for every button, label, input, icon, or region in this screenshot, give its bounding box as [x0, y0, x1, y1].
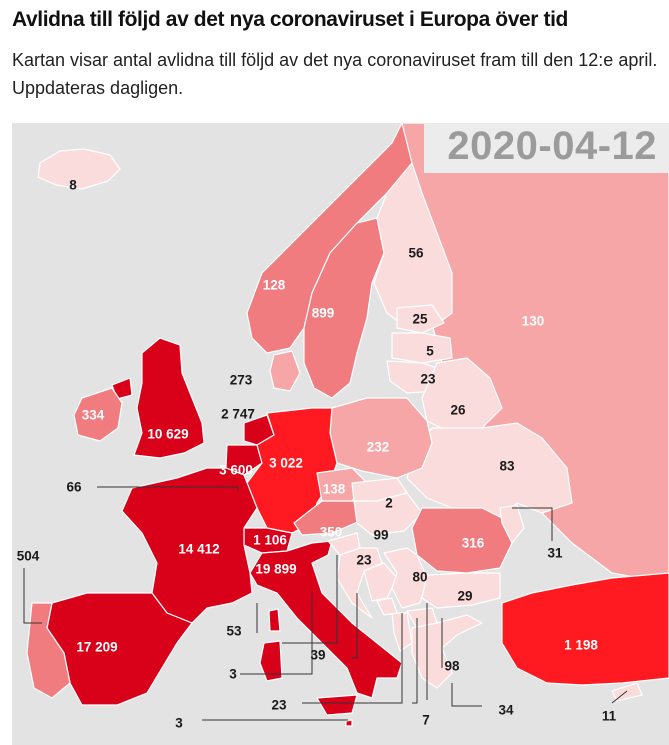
label-bosnia: 39: [310, 647, 326, 663]
label-netherlands: 2 747: [221, 406, 255, 422]
label-denmark: 273: [229, 372, 253, 388]
region-ireland: [73, 387, 123, 442]
label-ukraine: 83: [499, 458, 515, 474]
label-germany: 3 022: [269, 455, 303, 471]
region-cyprus: [611, 682, 643, 702]
leader-cyprus: [611, 690, 628, 704]
region-greece: [411, 614, 483, 689]
label-spain: 17 209: [76, 639, 118, 655]
region-portugal: [26, 602, 71, 699]
label-monaco: 53: [226, 623, 242, 639]
label-serbia: 80: [412, 569, 428, 585]
label-romania: 316: [461, 535, 485, 551]
leader-sanmarino: [240, 593, 313, 675]
region-corsica: [268, 608, 281, 632]
label-bulgaria: 29: [457, 588, 473, 604]
date-label: 2020-04-12: [447, 124, 657, 168]
label-belarus: 26: [450, 402, 466, 418]
leader-portugal: [23, 568, 42, 624]
label-greece: 98: [444, 658, 460, 674]
label-slovakia: 2: [385, 495, 393, 511]
region-italy: [249, 540, 403, 699]
label-northmacedonia: 34: [498, 702, 514, 718]
region-estonia: [396, 304, 445, 334]
label-albania: 23: [271, 697, 287, 713]
leader-northmacedonia: [412, 618, 418, 704]
region-hungary: [353, 492, 423, 536]
europe-map: 2020-04-12 8 56 128 899 130 25 5 23 2 7 3 …: [12, 123, 669, 745]
leader-slovenia: [282, 555, 338, 644]
label-cyprus: 11: [601, 708, 617, 724]
label-sanmarino: 3: [229, 666, 237, 682]
map-svg: [23, 123, 669, 727]
region-bosnia: [363, 562, 398, 602]
region-sweden: [303, 217, 385, 399]
label-lithuania: 23: [420, 371, 436, 387]
region-poland: [329, 397, 433, 479]
date-box: 2020-04-12: [424, 123, 669, 173]
label-ireland: 334: [81, 407, 105, 423]
label-finland: 56: [408, 245, 424, 261]
label-luxembourg: 66: [66, 479, 82, 495]
label-uk: 10 629: [147, 426, 189, 442]
region-sicily: [316, 694, 358, 716]
region-denmark: [269, 350, 301, 392]
label-italy: 19 899: [255, 561, 297, 577]
region-serbia: [383, 547, 428, 609]
label-sweden: 899: [311, 305, 335, 321]
label-turkey: 1 198: [564, 637, 598, 653]
label-estonia: 25: [412, 311, 428, 327]
leader-albania: [302, 613, 403, 704]
label-montenegro: 7: [422, 712, 430, 728]
label-russia: 130: [521, 313, 545, 329]
label-portugal: 504: [16, 548, 40, 564]
label-belgium: 3 600: [219, 462, 253, 478]
region-iceland: [37, 148, 121, 190]
region-ukraine: [406, 422, 573, 519]
region-france: [121, 467, 258, 624]
map-subtitle: Kartan visar antal avlidna till följd av…: [12, 50, 658, 98]
region-malta: [345, 719, 353, 727]
region-uk: [133, 337, 205, 459]
region-latvia: [391, 332, 453, 364]
region-moldova: [499, 504, 525, 544]
region-sardinia: [259, 640, 283, 682]
leader-moldova: [512, 507, 553, 541]
label-norway: 128: [262, 277, 286, 293]
region-romania: [411, 507, 513, 574]
label-czechia: 138: [322, 481, 346, 497]
label-hungary: 99: [373, 527, 389, 543]
label-poland: 232: [366, 439, 390, 455]
label-malta: 3: [175, 715, 183, 731]
label-croatia: 23: [356, 552, 372, 568]
leader-luxembourg: [97, 486, 239, 491]
region-turkey: [501, 572, 669, 686]
region-croatia: [336, 547, 383, 619]
label-switzerland: 1 106: [253, 532, 287, 548]
label-latvia: 5: [426, 343, 434, 359]
leader-greece-a: [451, 683, 482, 707]
label-france: 14 412: [178, 541, 220, 557]
label-iceland: 8: [69, 177, 77, 193]
label-austria: 350: [319, 524, 343, 540]
label-moldova: 31: [547, 545, 563, 561]
map-title: Avlidna till följd av det nya coronaviru…: [12, 8, 568, 31]
region-bulgaria: [421, 572, 501, 609]
leader-bosnia: [352, 593, 358, 659]
region-belgium: [225, 444, 263, 476]
region-montenegro: [376, 597, 398, 616]
